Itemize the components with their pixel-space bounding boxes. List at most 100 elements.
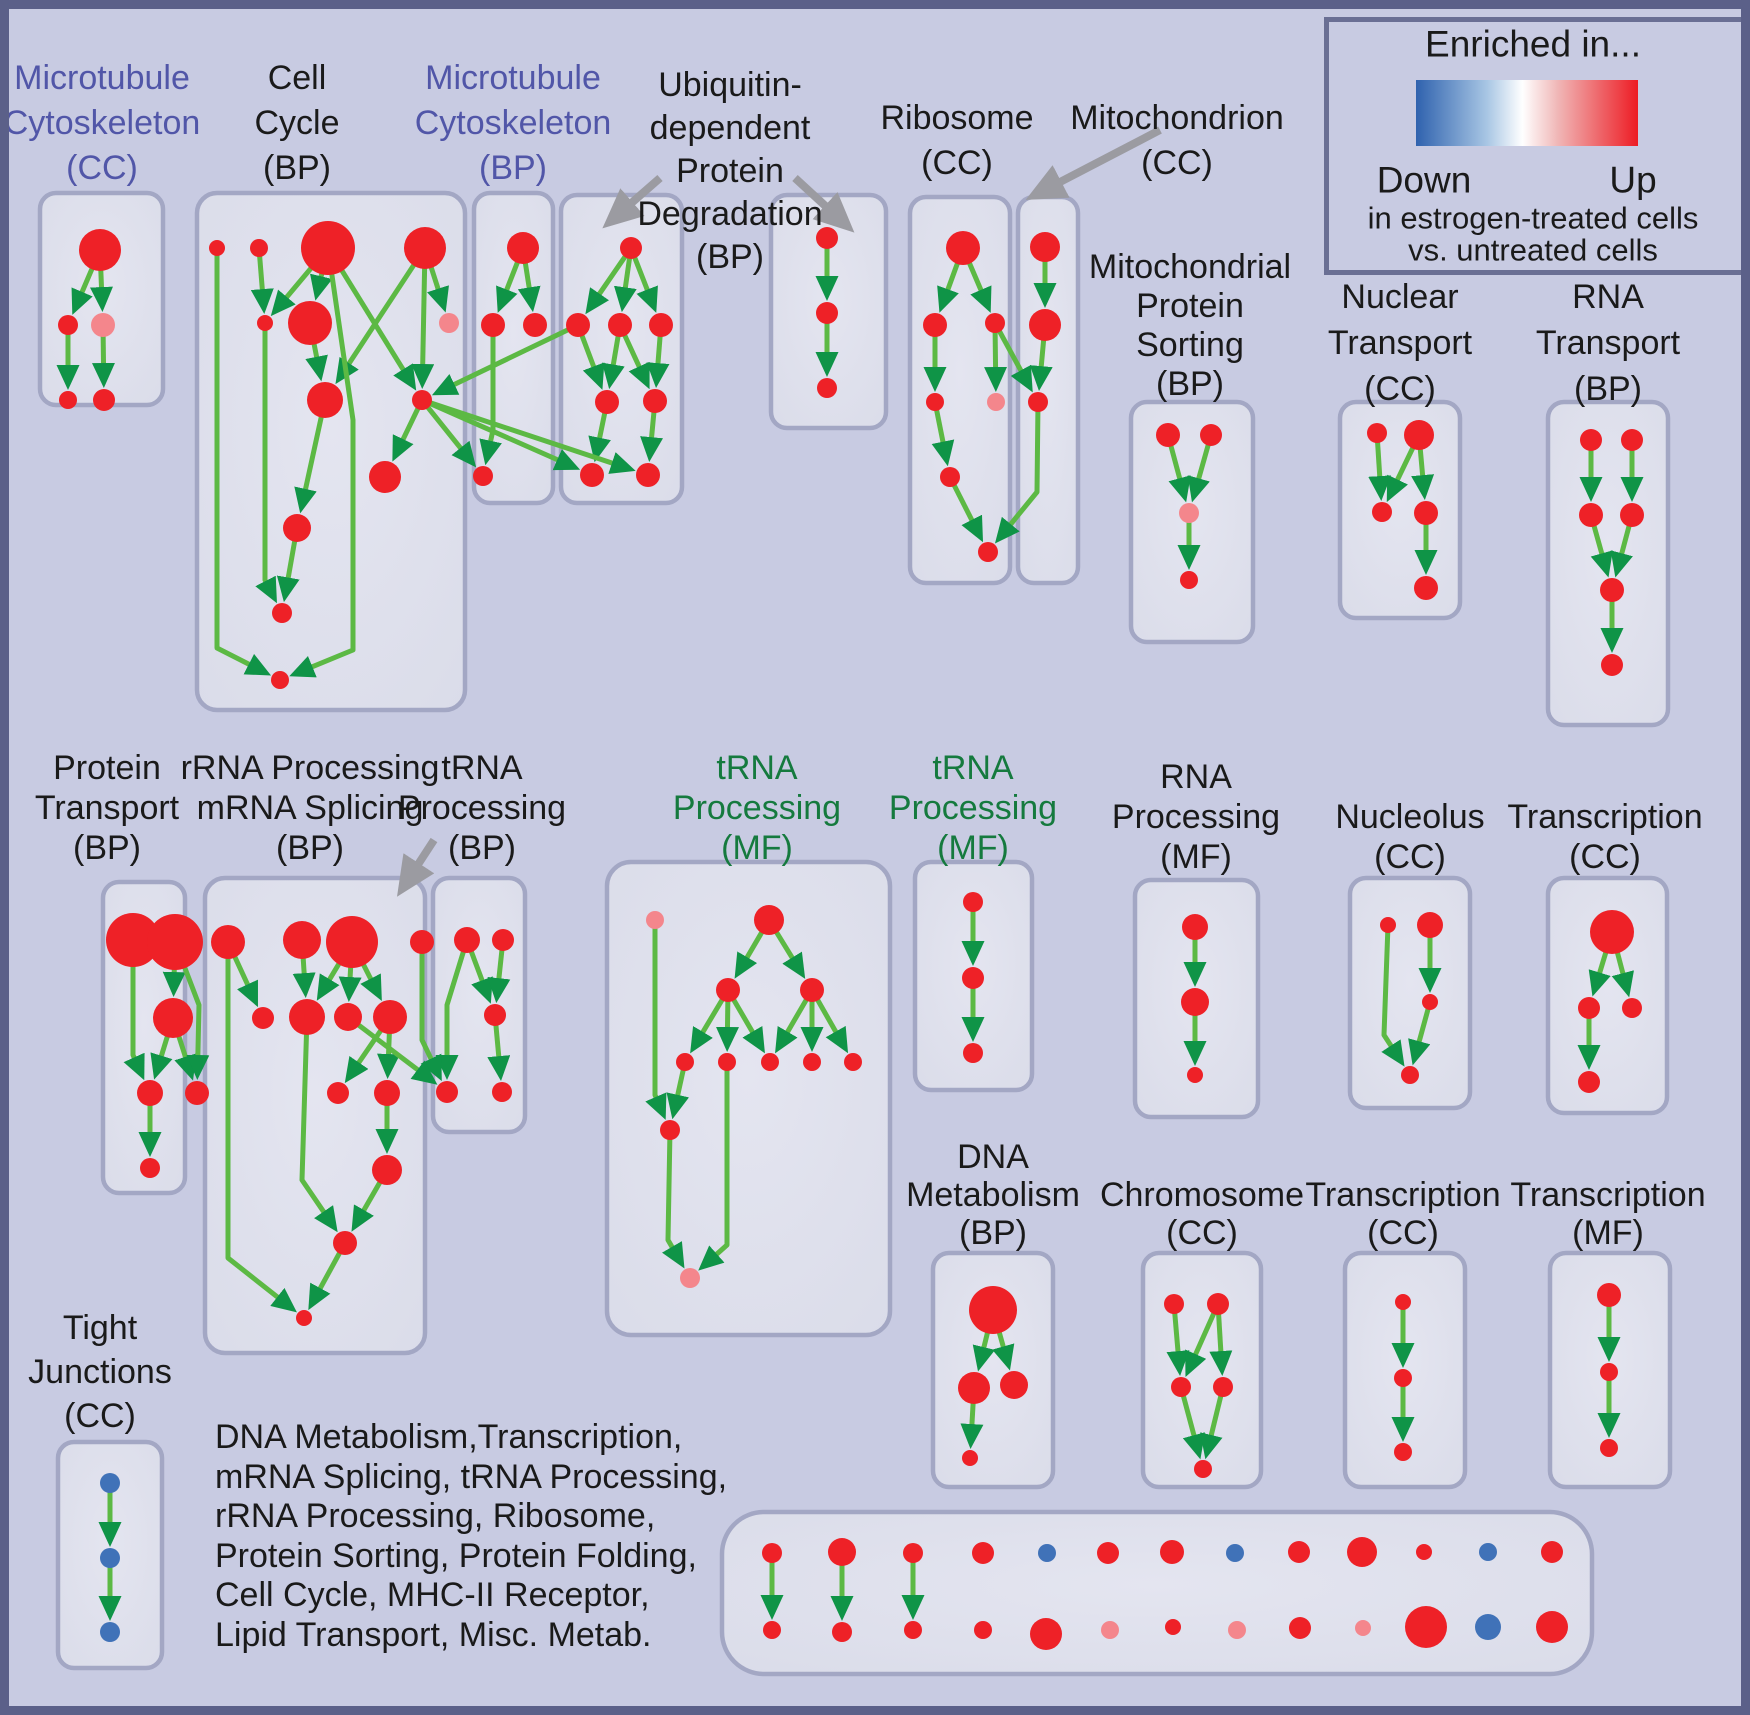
go-term-node[interactable] xyxy=(147,914,203,970)
go-term-node[interactable] xyxy=(58,315,78,335)
go-term-node[interactable] xyxy=(595,390,619,414)
go-term-node[interactable] xyxy=(373,1000,407,1034)
go-term-node[interactable] xyxy=(372,1155,402,1185)
go-term-node[interactable] xyxy=(91,313,115,337)
go-term-node[interactable] xyxy=(1405,1606,1447,1648)
go-term-node[interactable] xyxy=(940,467,960,487)
go-term-node[interactable] xyxy=(608,313,632,337)
go-term-node[interactable] xyxy=(404,227,446,269)
go-term-node[interactable] xyxy=(1600,578,1624,602)
go-term-node[interactable] xyxy=(1404,420,1434,450)
go-term-node[interactable] xyxy=(1164,1294,1184,1314)
go-term-node[interactable] xyxy=(289,999,325,1035)
go-term-node[interactable] xyxy=(79,229,121,271)
go-term-node[interactable] xyxy=(761,1053,779,1071)
go-term-node[interactable] xyxy=(763,1621,781,1639)
go-term-node[interactable] xyxy=(333,1231,357,1255)
go-term-node[interactable] xyxy=(153,998,193,1038)
go-term-node[interactable] xyxy=(649,313,673,337)
go-term-node[interactable] xyxy=(369,461,401,493)
go-term-node[interactable] xyxy=(410,930,434,954)
go-term-node[interactable] xyxy=(1289,1617,1311,1639)
go-term-node[interactable] xyxy=(100,1473,120,1493)
go-term-node[interactable] xyxy=(923,313,947,337)
go-term-node[interactable] xyxy=(1590,910,1634,954)
go-term-node[interactable] xyxy=(1536,1611,1568,1643)
go-term-node[interactable] xyxy=(93,389,115,411)
go-term-node[interactable] xyxy=(1475,1614,1501,1640)
go-term-node[interactable] xyxy=(454,927,480,953)
go-term-node[interactable] xyxy=(1200,424,1222,446)
go-term-node[interactable] xyxy=(676,1053,694,1071)
go-term-node[interactable] xyxy=(903,1543,923,1563)
go-term-node[interactable] xyxy=(412,390,432,410)
go-term-node[interactable] xyxy=(832,1622,852,1642)
go-term-node[interactable] xyxy=(1367,423,1387,443)
go-term-node[interactable] xyxy=(803,1053,821,1071)
go-term-node[interactable] xyxy=(252,1007,274,1029)
go-term-node[interactable] xyxy=(1380,917,1396,933)
go-term-node[interactable] xyxy=(1165,1619,1181,1635)
go-term-node[interactable] xyxy=(972,1542,994,1564)
go-term-node[interactable] xyxy=(334,1003,362,1031)
go-term-node[interactable] xyxy=(1479,1543,1497,1561)
go-term-node[interactable] xyxy=(904,1621,922,1639)
go-term-node[interactable] xyxy=(301,221,355,275)
go-term-node[interactable] xyxy=(1620,503,1644,527)
go-term-node[interactable] xyxy=(523,313,547,337)
go-term-node[interactable] xyxy=(1228,1621,1246,1639)
go-term-node[interactable] xyxy=(1171,1377,1191,1397)
go-term-node[interactable] xyxy=(816,302,838,324)
go-term-node[interactable] xyxy=(140,1158,160,1178)
go-term-node[interactable] xyxy=(946,231,980,265)
go-term-node[interactable] xyxy=(963,1043,983,1063)
go-term-node[interactable] xyxy=(643,389,667,413)
go-term-node[interactable] xyxy=(327,1082,349,1104)
go-term-node[interactable] xyxy=(209,240,225,256)
go-term-node[interactable] xyxy=(296,1310,312,1326)
go-term-node[interactable] xyxy=(1101,1621,1119,1639)
go-term-node[interactable] xyxy=(250,239,268,257)
go-term-node[interactable] xyxy=(272,603,292,623)
go-term-node[interactable] xyxy=(1156,423,1180,447)
go-term-node[interactable] xyxy=(1194,1460,1212,1478)
go-term-node[interactable] xyxy=(59,391,77,409)
go-term-node[interactable] xyxy=(1179,503,1199,523)
go-term-node[interactable] xyxy=(962,1450,978,1466)
go-term-node[interactable] xyxy=(969,1286,1017,1334)
go-term-node[interactable] xyxy=(283,921,321,959)
go-term-node[interactable] xyxy=(1030,1618,1062,1650)
go-term-node[interactable] xyxy=(100,1622,120,1642)
go-term-node[interactable] xyxy=(283,514,311,542)
go-term-node[interactable] xyxy=(1097,1542,1119,1564)
go-term-node[interactable] xyxy=(1597,1283,1621,1307)
go-term-node[interactable] xyxy=(1180,571,1198,589)
go-term-node[interactable] xyxy=(257,315,273,331)
go-term-node[interactable] xyxy=(978,542,998,562)
go-term-node[interactable] xyxy=(1422,994,1438,1010)
go-term-node[interactable] xyxy=(1160,1540,1184,1564)
go-term-node[interactable] xyxy=(1578,1071,1600,1093)
go-term-node[interactable] xyxy=(288,301,332,345)
go-term-node[interactable] xyxy=(507,232,539,264)
go-term-node[interactable] xyxy=(1394,1369,1412,1387)
go-term-node[interactable] xyxy=(566,313,590,337)
go-term-node[interactable] xyxy=(1288,1541,1310,1563)
go-term-node[interactable] xyxy=(1414,501,1438,525)
go-term-node[interactable] xyxy=(754,905,784,935)
go-term-node[interactable] xyxy=(1028,392,1048,412)
go-term-node[interactable] xyxy=(1181,988,1209,1016)
go-term-node[interactable] xyxy=(1226,1544,1244,1562)
go-term-node[interactable] xyxy=(1580,429,1602,451)
go-term-node[interactable] xyxy=(680,1268,700,1288)
go-term-node[interactable] xyxy=(985,313,1005,333)
go-term-node[interactable] xyxy=(1347,1537,1377,1567)
go-term-node[interactable] xyxy=(1187,1067,1203,1083)
go-term-node[interactable] xyxy=(646,911,664,929)
go-term-node[interactable] xyxy=(211,925,245,959)
go-term-node[interactable] xyxy=(185,1081,209,1105)
go-term-node[interactable] xyxy=(1417,912,1443,938)
go-term-node[interactable] xyxy=(473,466,493,486)
go-term-node[interactable] xyxy=(1622,998,1642,1018)
go-term-node[interactable] xyxy=(100,1548,120,1568)
